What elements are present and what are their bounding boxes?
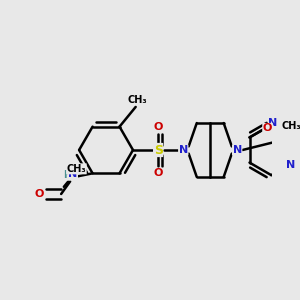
Text: CH₃: CH₃ xyxy=(281,121,300,131)
Text: CH₃: CH₃ xyxy=(67,164,86,174)
Text: O: O xyxy=(153,168,163,178)
Text: H: H xyxy=(63,170,71,180)
Text: N: N xyxy=(232,145,242,155)
Text: CH₃: CH₃ xyxy=(128,95,147,105)
Text: N: N xyxy=(286,160,295,170)
Text: S: S xyxy=(154,143,163,157)
Text: N: N xyxy=(68,169,77,179)
Text: O: O xyxy=(263,123,272,134)
Text: N: N xyxy=(179,145,188,155)
Text: N: N xyxy=(268,118,278,128)
Text: O: O xyxy=(153,122,163,132)
Text: O: O xyxy=(34,189,43,199)
